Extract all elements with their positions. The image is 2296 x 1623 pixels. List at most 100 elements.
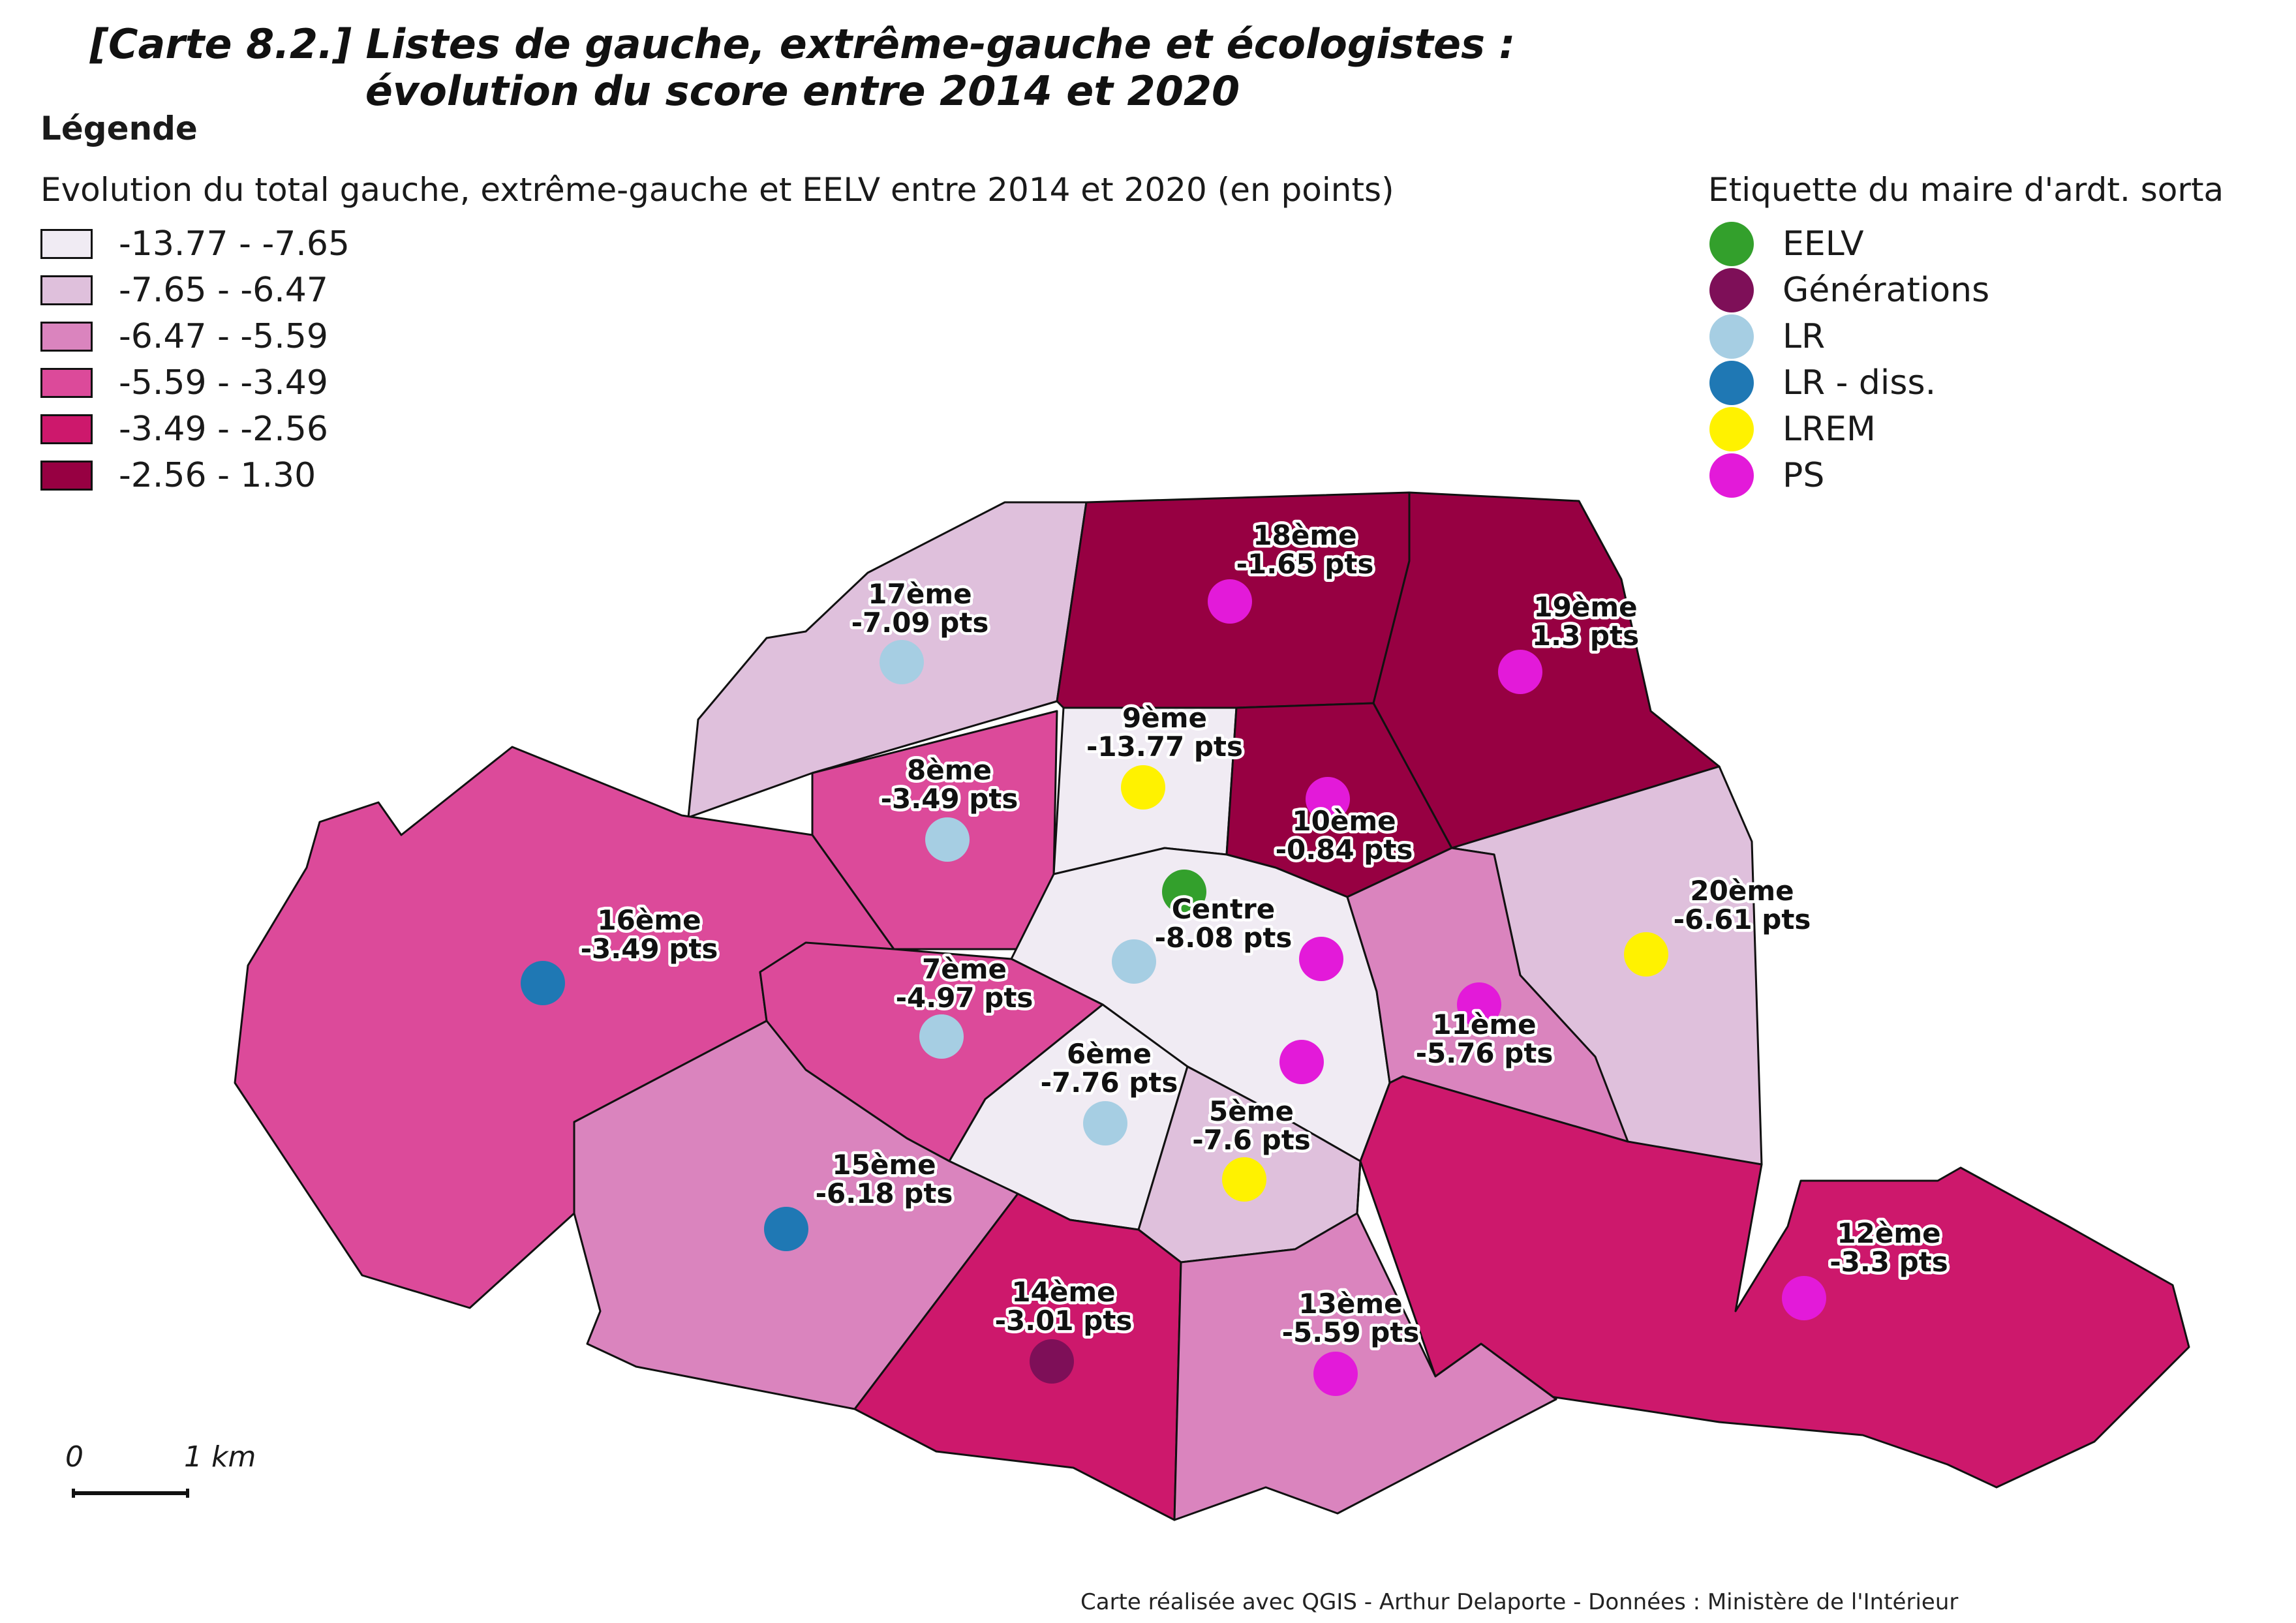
mayor-marker-centre [1162, 870, 1206, 914]
legend-mayor-row: EELV [1709, 222, 1864, 266]
choropleth-legend-title: Evolution du total gauche, extrême-gauch… [40, 171, 1394, 209]
mayor-marker-centre [1299, 937, 1343, 981]
mayor-dot [1709, 222, 1754, 266]
legend-class-label: -2.56 - 1.30 [119, 456, 316, 495]
scale-label-km: 1 km [184, 1440, 256, 1474]
legend-heading: Légende [40, 110, 198, 147]
arrondissement-name-label: 14ème [1011, 1276, 1115, 1308]
arrondissement-name-label: 15ème [832, 1149, 936, 1181]
mayor-dot [1709, 453, 1754, 498]
legend-mayor-row: Générations [1709, 268, 1990, 312]
mayor-marker-15 [764, 1207, 808, 1251]
mayor-marker-centre [1279, 1040, 1324, 1084]
mayor-label: Générations [1783, 271, 1990, 310]
scale-label-zero: 0 [65, 1440, 84, 1474]
legend-class-swatch [40, 414, 93, 444]
mayor-marker-12 [1782, 1276, 1826, 1320]
mayor-marker-19 [1498, 650, 1542, 694]
arrondissement-name-label: 6ème [1067, 1038, 1152, 1070]
arrondissement-name-label: 20ème [1690, 875, 1794, 907]
mayor-marker-9 [1121, 765, 1165, 810]
arrondissement-name-label: 7ème [922, 953, 1007, 985]
map-title-line-2: évolution du score entre 2014 et 2020 [365, 67, 1240, 115]
arrondissement-name-label: 8ème [907, 754, 992, 786]
arrondissement-name-label: 9ème [1122, 702, 1207, 734]
mayor-marker-11 [1457, 982, 1501, 1027]
arrondissement-value-label: -8.08 pts [1155, 922, 1293, 954]
mayor-dot [1709, 268, 1754, 312]
credits: Carte réalisée avec QGIS - Arthur Delapo… [1080, 1589, 1959, 1615]
arrondissement-name-label: 17ème [868, 578, 972, 610]
arrondissement-value-label: -5.76 pts [1416, 1037, 1554, 1069]
legend-mayor-row: LR [1709, 314, 1826, 359]
arrondissement-value-label: -6.18 pts [816, 1177, 953, 1209]
legend-class-row: -5.59 - -3.49 [40, 363, 328, 402]
legend-class-swatch [40, 275, 93, 305]
legend-class-row: -3.49 - -2.56 [40, 410, 328, 449]
arrondissement-value-label: -3.3 pts [1829, 1246, 1948, 1278]
mayor-legend-title: Etiquette du maire d'ardt. sorta [1708, 171, 2224, 209]
arrondissement-value-label: -5.59 pts [1282, 1316, 1420, 1348]
mayor-dot [1709, 407, 1754, 451]
legend-class-row: -2.56 - 1.30 [40, 456, 316, 495]
arrondissement-value-label: -3.01 pts [995, 1305, 1133, 1337]
mayor-marker-20 [1624, 932, 1668, 977]
legend-class-row: -7.65 - -6.47 [40, 271, 328, 310]
legend-class-label: -3.49 - -2.56 [119, 410, 328, 449]
legend-mayor-row: LR - diss. [1709, 361, 1936, 405]
legend-class-row: -6.47 - -5.59 [40, 317, 328, 356]
arrondissement-name-label: 19ème [1533, 591, 1637, 623]
mayor-label: LR [1783, 317, 1826, 356]
mayor-marker-8 [925, 817, 970, 862]
mayor-marker-5 [1222, 1157, 1266, 1202]
mayor-marker-centre [1112, 939, 1156, 984]
mayor-label: EELV [1783, 224, 1864, 264]
arrondissement-13[interactable] [1173, 1212, 1557, 1521]
mayor-marker-6 [1083, 1101, 1127, 1145]
arrondissement-name-label: 12ème [1837, 1217, 1940, 1249]
mayor-marker-16 [521, 961, 565, 1005]
arrondissement-value-label: -7.76 pts [1041, 1067, 1178, 1099]
mayor-label: LREM [1783, 410, 1876, 449]
arrondissement-name-label: 5ème [1209, 1095, 1294, 1127]
arrondissement-name-label: 10ème [1292, 805, 1396, 837]
arrondissement-value-label: -3.49 pts [881, 783, 1018, 815]
arrondissement-name-label: 13ème [1298, 1288, 1402, 1320]
mayor-label: LR - diss. [1783, 363, 1936, 402]
mayor-marker-17 [880, 640, 924, 684]
legend-class-label: -13.77 - -7.65 [119, 224, 350, 264]
mayor-marker-13 [1313, 1352, 1358, 1396]
mayor-dot [1709, 361, 1754, 405]
mayor-dot [1709, 314, 1754, 359]
arrondissement-value-label: 1.3 pts [1532, 620, 1639, 652]
arrondissement-name-label: 11ème [1432, 1009, 1536, 1040]
legend-mayor-row: PS [1709, 453, 1825, 498]
legend-class-swatch [40, 229, 93, 259]
legend-class-swatch [40, 461, 93, 491]
legend-class-swatch [40, 368, 93, 398]
legend-mayor-row: LREM [1709, 407, 1876, 451]
legend-class-label: -7.65 - -6.47 [119, 271, 328, 310]
mayor-marker-7 [919, 1014, 964, 1059]
scale-bar [72, 1489, 189, 1498]
arrondissement-value-label: -4.97 pts [896, 982, 1033, 1014]
legend-class-label: -6.47 - -5.59 [119, 317, 328, 356]
arrondissement-value-label: -13.77 pts [1086, 731, 1243, 763]
arrondissement-name-label: Centre [1172, 893, 1275, 925]
arrondissement-name-label: 16ème [597, 904, 701, 936]
arrondissement-value-label: -7.09 pts [851, 607, 989, 639]
arrondissement-value-label: -1.65 pts [1236, 548, 1374, 580]
mayor-marker-18 [1208, 579, 1252, 624]
arrondissement-value-label: -0.84 pts [1276, 834, 1413, 866]
legend-class-row: -13.77 - -7.65 [40, 224, 350, 264]
legend-class-swatch [40, 322, 93, 352]
mayor-marker-14 [1030, 1339, 1074, 1384]
arrondissement-value-label: -7.6 pts [1192, 1124, 1311, 1156]
arrondissement-value-label: -3.49 pts [581, 933, 718, 965]
mayor-label: PS [1783, 456, 1825, 495]
arrondissement-name-label: 18ème [1253, 519, 1356, 551]
arrondissement-value-label: -6.61 pts [1674, 903, 1811, 935]
mayor-marker-10 [1306, 777, 1350, 821]
map-title-line-1: [Carte 8.2.] Listes de gauche, extrême-g… [89, 20, 1516, 68]
